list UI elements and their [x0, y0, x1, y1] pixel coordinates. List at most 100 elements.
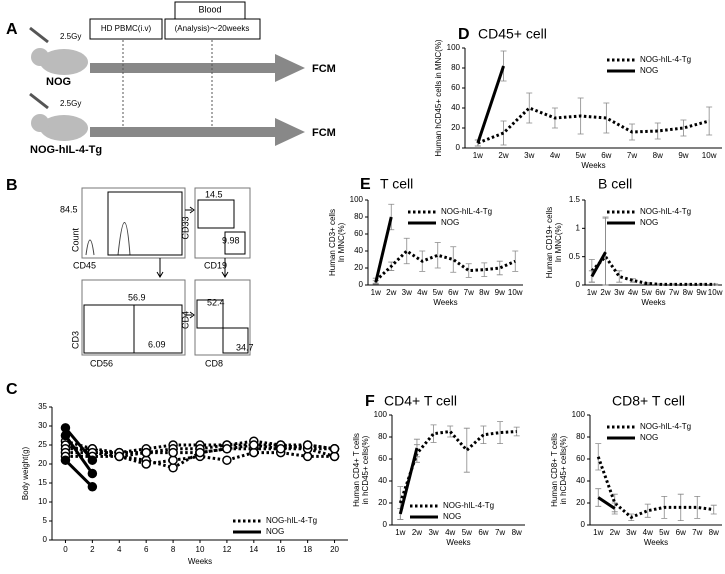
step: Blood: [198, 4, 221, 14]
marker: [222, 444, 232, 454]
x-tick-label: 8w: [709, 528, 719, 537]
y-tick-label: 40: [378, 476, 387, 485]
x-tick-label: 7w: [669, 288, 679, 297]
gate: [196, 299, 224, 329]
x-tick-label: 2w: [498, 151, 508, 160]
y-tick-label: 35: [38, 402, 47, 411]
line: [477, 106, 710, 145]
line: [374, 216, 393, 283]
diagram: A 2.5Gy NOG 2.5Gy NOG-hIL-4-Tg FCM FCM H…: [6, 1, 336, 156]
y-tick-label: 80: [378, 432, 387, 441]
y-tick-label: 80: [576, 432, 585, 441]
legend-label: NOG-hIL-4-Tg: [640, 207, 691, 216]
x-tick-label: 4w: [445, 528, 455, 537]
readout: FCM: [312, 127, 336, 139]
x-tick-label: 2w: [600, 288, 610, 297]
marker: [222, 455, 232, 465]
gate-value: 6.09: [148, 339, 166, 349]
x-axis-label: Weeks: [644, 538, 668, 547]
x-tick-label: 5w: [576, 151, 586, 160]
marker: [168, 455, 178, 465]
axis-label: CD56: [90, 358, 113, 368]
axis-label: Count: [70, 228, 80, 253]
marker: [302, 451, 313, 462]
x-tick-label: 18: [303, 545, 312, 554]
step-box: [164, 18, 261, 40]
y-axis-label: in hCD45+ cells(%): [361, 435, 370, 504]
x-tick-label: 7w: [627, 151, 637, 160]
x-tick-label: 3w: [402, 288, 412, 297]
y-tick-label: 0: [576, 280, 581, 289]
y-tick-label: 0: [43, 535, 48, 544]
x-tick-label: 4w: [643, 528, 653, 537]
y-tick-label: 60: [576, 454, 585, 463]
chart-title: CD8+ T cell: [612, 393, 685, 409]
y-tick-label: 5: [43, 516, 48, 525]
x-tick-label: 6w: [448, 288, 458, 297]
gate-value: 52.4: [207, 297, 225, 307]
mouse-head: [31, 114, 49, 132]
error-bar: [496, 260, 503, 276]
flow-plot: [81, 187, 186, 259]
x-tick-label: 1w: [587, 288, 597, 297]
x-tick-label: 2: [90, 545, 95, 554]
marker: [249, 447, 259, 458]
mouse: [40, 115, 88, 141]
mouse: [40, 49, 88, 75]
strain: NOG: [46, 76, 71, 88]
marker: [87, 468, 98, 479]
x-tick-label: 6w: [478, 528, 488, 537]
gate-value: 34.7: [236, 342, 254, 352]
gate: [224, 231, 246, 255]
y-tick-label: 20: [576, 498, 585, 507]
marker: [114, 451, 125, 462]
legend-label: NOG: [640, 66, 658, 75]
line: [64, 434, 94, 475]
marker: [329, 451, 340, 462]
y-tick-label: 100: [447, 43, 461, 52]
y-tick-label: 100: [374, 410, 388, 419]
y-axis-label: Human CD4+ T cells: [352, 433, 361, 507]
line: [590, 254, 716, 286]
step: (Analysis)～20weeks: [175, 24, 250, 33]
y-tick-label: 60: [354, 229, 363, 238]
error-bar: [654, 122, 661, 140]
marker: [87, 455, 98, 465]
step-box: [89, 18, 163, 40]
y-tick-label: 1: [576, 223, 581, 232]
x-tick-label: 8w: [512, 528, 522, 537]
legend-label: NOG: [640, 433, 658, 442]
marker: [275, 444, 286, 454]
y-tick-label: 1.5: [569, 195, 581, 204]
x-tick-label: 1w: [593, 528, 603, 537]
error-bar: [430, 424, 437, 443]
line: [597, 496, 616, 510]
y-tick-label: 60: [378, 454, 387, 463]
line: [64, 459, 94, 488]
line: [590, 251, 607, 278]
x-tick-label: 10w: [708, 288, 723, 297]
error-bar: [480, 425, 487, 444]
error-bar: [434, 242, 441, 269]
error-bar: [465, 263, 472, 278]
syringe: [29, 92, 49, 110]
x-tick-label: 4w: [550, 151, 560, 160]
marker: [168, 447, 178, 458]
x-tick-label: 3w: [626, 528, 636, 537]
y-tick-label: 0: [456, 143, 461, 152]
y-axis-label: Human CD3+ cells: [328, 209, 337, 276]
x-axis-label: Weeks: [188, 557, 212, 566]
error-bar: [463, 427, 470, 473]
legend-label: NOG-hIL-4-Tg: [266, 516, 317, 525]
marker: [60, 455, 71, 465]
gate-value: 56.9: [128, 292, 146, 302]
y-tick-label: 15: [38, 478, 47, 487]
legend-label: NOG: [640, 218, 658, 227]
dose: 2.5Gy: [60, 32, 81, 41]
legend-label: NOG-hIL-4-Tg: [640, 55, 691, 64]
y-axis-label: Human CD8+ T cells: [550, 433, 559, 507]
y-tick-label: 40: [576, 476, 585, 485]
panel-label: A: [6, 21, 18, 38]
y-axis-label: In MNC(%): [337, 222, 346, 262]
readout: FCM: [312, 63, 336, 75]
